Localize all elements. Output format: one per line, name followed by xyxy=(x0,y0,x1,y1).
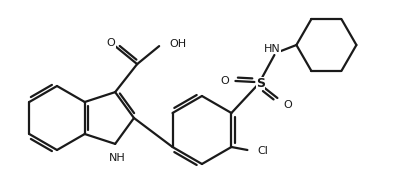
Text: OH: OH xyxy=(169,39,186,49)
Text: O: O xyxy=(107,38,116,48)
Text: O: O xyxy=(220,76,229,86)
Text: HN: HN xyxy=(264,44,281,54)
Text: S: S xyxy=(256,77,265,90)
Text: Cl: Cl xyxy=(258,146,268,156)
Text: NH: NH xyxy=(109,153,126,163)
Text: O: O xyxy=(283,100,292,110)
